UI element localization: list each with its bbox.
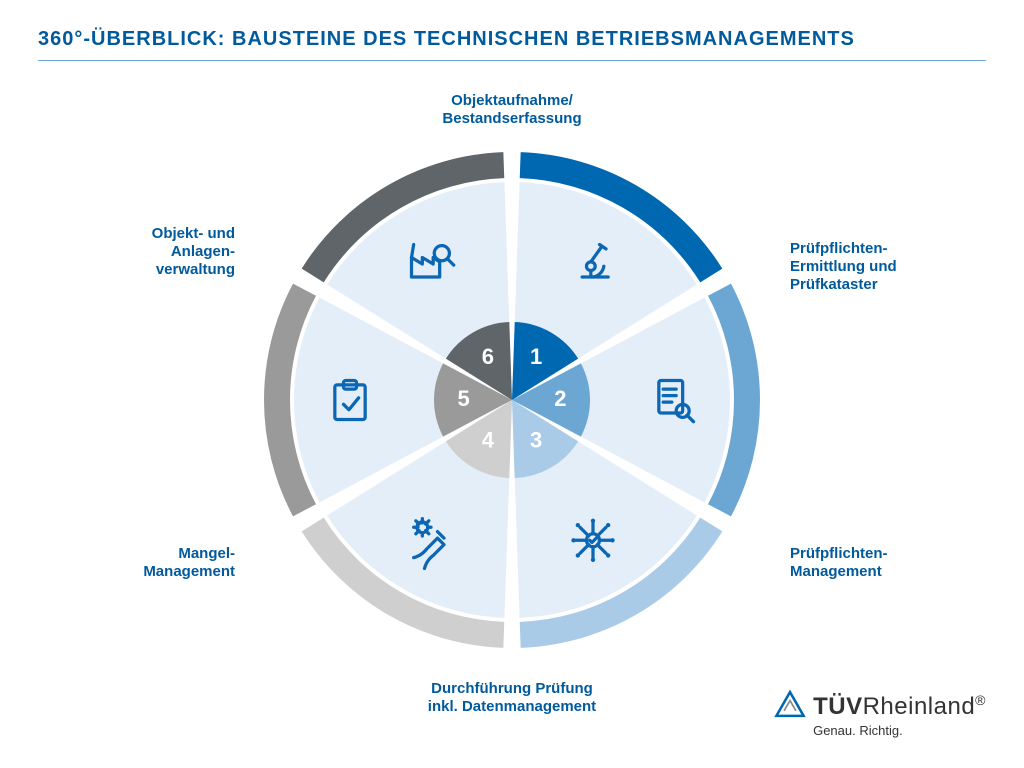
segment-6-label: Objekt- undAnlagen-verwaltung xyxy=(35,225,235,279)
logo-tagline: Genau. Richtig. xyxy=(813,723,986,738)
segment-6-number: 6 xyxy=(482,344,494,369)
brand-logo: TÜVRheinland® Genau. Richtig. xyxy=(773,687,986,738)
segment-2-label: Prüfpflichten-Ermittlung undPrüfkataster xyxy=(790,240,990,294)
segment-3-number: 3 xyxy=(530,428,542,453)
segment-5-number: 5 xyxy=(458,386,470,411)
segment-1-number: 1 xyxy=(530,344,542,369)
segment-1-label: Objektaufnahme/Bestandserfassung xyxy=(372,92,652,128)
logo-triangle-icon xyxy=(773,687,807,721)
segment-3-label: Prüfpflichten-Management xyxy=(790,545,990,581)
segment-5-label: Mangel-Management xyxy=(35,545,235,581)
logo-wordmark: TÜVRheinland® xyxy=(813,692,986,721)
segment-2-number: 2 xyxy=(554,386,566,411)
segment-4-number: 4 xyxy=(482,428,495,453)
segment-4-label: Durchführung Prüfunginkl. Datenmanagemen… xyxy=(372,680,652,716)
